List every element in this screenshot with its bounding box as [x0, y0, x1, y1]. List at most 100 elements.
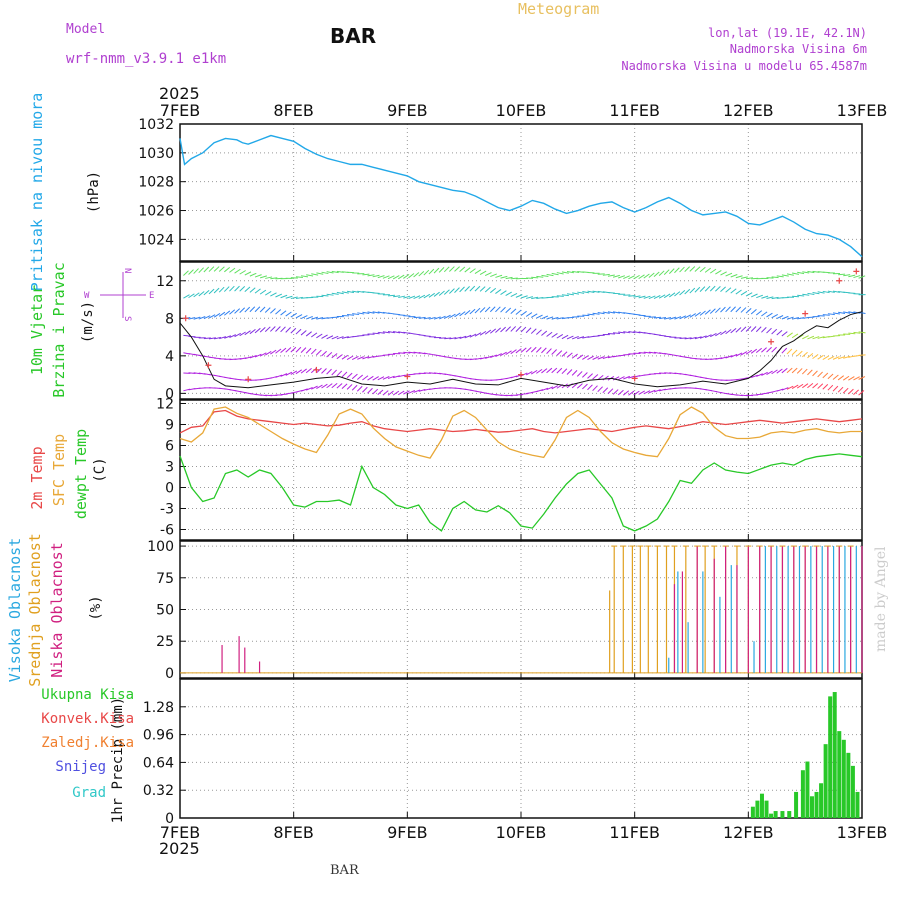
legend-snow: Snijeg — [55, 759, 106, 775]
wind-arrow — [479, 286, 486, 292]
wind-arrow — [587, 384, 593, 391]
wind-arrow — [776, 275, 784, 278]
wind-arrow — [310, 332, 318, 338]
wind-arrow — [367, 375, 374, 381]
wind-arrow — [704, 267, 711, 273]
compass-w: W — [84, 291, 90, 301]
wind-arrow — [310, 348, 317, 355]
wind-arrow — [259, 275, 267, 279]
wind-arrow — [807, 369, 813, 376]
wind-arrow — [556, 272, 564, 275]
wind-arrow — [300, 315, 308, 320]
dewpt-label: dewpt Temp — [72, 429, 90, 519]
wind-arrow — [280, 373, 288, 377]
wind-arrow — [730, 353, 738, 358]
wind-arrow — [812, 354, 819, 360]
wind-arrow — [357, 374, 364, 380]
wind-arrow — [377, 389, 384, 396]
wind-arrow — [311, 385, 318, 390]
wind-arrow — [469, 308, 476, 315]
wind-arrow — [198, 291, 205, 297]
wind-arrow — [469, 285, 476, 292]
wind-arrow — [531, 296, 539, 300]
wind-arrow — [817, 336, 825, 339]
wind-arrow — [602, 311, 610, 314]
wind-arrow — [848, 388, 854, 395]
wind-arrow — [295, 296, 303, 300]
wind-arrow — [362, 311, 370, 314]
wind-arrow — [362, 386, 368, 393]
wind-arrow — [495, 327, 502, 333]
precip-bar — [759, 793, 764, 818]
wind-arrow — [822, 384, 829, 390]
wind-arrow — [842, 375, 850, 381]
wind-arrow — [382, 376, 390, 380]
altitude-label: Nadmorska Visina 6m — [730, 42, 867, 56]
wind-arrow — [208, 314, 216, 319]
wind-arrow — [720, 306, 726, 313]
wind-arrow — [244, 306, 251, 313]
wind-arrow — [576, 354, 584, 360]
time-label-top: 7FEB — [160, 101, 200, 120]
wind-arrow — [464, 309, 471, 316]
wind-arrow — [771, 328, 778, 335]
mid-cloud-label: Srednja Oblacnost — [26, 533, 44, 687]
wind-arrow — [387, 390, 394, 396]
wind-arrow — [500, 326, 506, 333]
wind-arrow — [541, 274, 549, 277]
wind-arrow — [786, 316, 794, 320]
wind-arrow — [219, 336, 227, 340]
wind-arrow — [827, 355, 835, 361]
year-label-bottom: 2025 — [159, 839, 200, 858]
wind-arrow — [556, 295, 564, 297]
precip-bar — [846, 752, 851, 818]
wind-arrow — [827, 384, 834, 391]
wind-arrow — [638, 352, 646, 354]
wind-arrow — [566, 293, 575, 296]
precip-bar — [837, 731, 842, 818]
wind-arrow — [848, 311, 856, 314]
wind-arrow — [249, 272, 257, 277]
wind-arrow — [469, 268, 476, 274]
wind-arrow — [786, 367, 793, 374]
wind-arrow — [623, 275, 630, 279]
wind-arrow — [531, 276, 539, 279]
wind-arrow — [244, 356, 252, 360]
wind-arrow — [254, 306, 261, 313]
wind-arrow — [392, 275, 400, 280]
wind-arrow — [239, 307, 246, 313]
wind-arrow — [638, 274, 645, 280]
wind-arrow — [699, 286, 706, 292]
wind-arrow — [837, 375, 844, 381]
time-label-top: 11FEB — [609, 101, 660, 120]
wind-arrow — [244, 330, 251, 336]
wind-arrow — [193, 268, 199, 274]
wind-arrow — [357, 356, 364, 360]
wind-arrow — [617, 389, 624, 396]
y-tick-label: 12 — [156, 397, 174, 413]
wind-arrow — [515, 294, 523, 298]
wind-arrow — [352, 313, 360, 316]
wind-arrow — [290, 296, 298, 300]
pressure-label: Pritisak na nivou mora — [28, 93, 46, 292]
wind-arrow — [612, 274, 620, 278]
time-label-bottom: 13FEB — [837, 823, 888, 842]
wind-arrow — [398, 314, 406, 316]
wind-arrow — [275, 348, 282, 354]
wind-arrow — [188, 316, 196, 320]
wind-arrow — [750, 309, 757, 315]
wind-arrow — [505, 307, 512, 314]
wind-arrow — [566, 352, 573, 358]
wind-arrow — [321, 368, 327, 374]
wind-arrow — [316, 272, 324, 275]
wind-arrow — [464, 267, 471, 273]
wind-gust-mark — [205, 362, 212, 369]
wind-arrow — [336, 336, 344, 340]
wind-arrow — [617, 376, 625, 381]
wind-arrow — [807, 335, 815, 340]
wind-arrow — [505, 291, 512, 297]
wind-arrow — [413, 295, 421, 300]
wind-arrow — [546, 386, 554, 391]
wind-arrow — [541, 330, 548, 336]
y-tick-label: 0.64 — [143, 755, 174, 771]
